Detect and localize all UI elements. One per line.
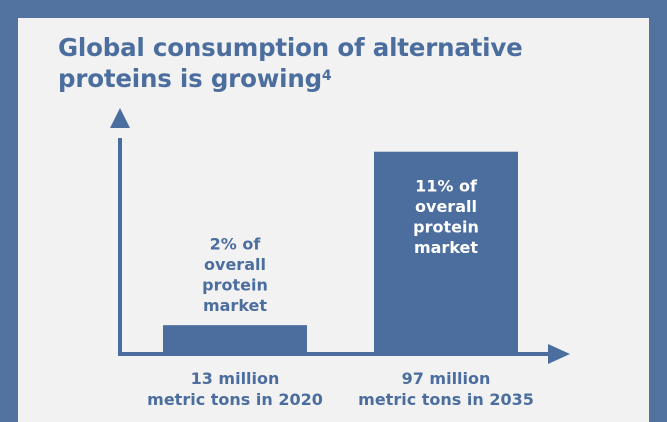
bar-data-label-2: 11% of overall protein market: [413, 177, 479, 257]
bar-data-label-line: protein: [202, 276, 268, 295]
chart-title: Global consumption of alternative protei…: [58, 32, 598, 94]
category-label-line: metric tons in 2035: [358, 390, 534, 409]
category-label-2: 97 million metric tons in 2035: [358, 369, 534, 409]
category-label-line: metric tons in 2020: [147, 390, 323, 409]
x-axis-arrow: [548, 344, 570, 364]
category-label-line: 97 million: [402, 369, 491, 388]
chart-axes: [110, 108, 570, 364]
chart-panel: Global consumption of alternative protei…: [18, 18, 649, 422]
bar-data-label-line: overall: [415, 197, 477, 216]
category-label-line: 13 million: [191, 369, 280, 388]
bars-group: [163, 151, 518, 352]
chart-title-text: Global consumption of alternative protei…: [58, 33, 523, 93]
category-label-1: 13 million metric tons in 2020: [147, 369, 323, 409]
bar-data-label-line: market: [203, 296, 267, 315]
title-footnote: 4: [321, 68, 332, 84]
bar-data-label-1: 2% of overall protein market: [202, 235, 268, 316]
bar-data-label-line: overall: [204, 255, 266, 274]
bar-1: [163, 325, 307, 352]
bar-data-label-line: market: [414, 238, 478, 257]
bar-data-label-line: 11% of: [415, 177, 478, 196]
bar-data-label-line: protein: [413, 218, 479, 237]
bar-2: [374, 151, 518, 352]
bar-data-label-line: 2% of: [210, 235, 262, 254]
y-axis-arrow: [110, 108, 130, 128]
